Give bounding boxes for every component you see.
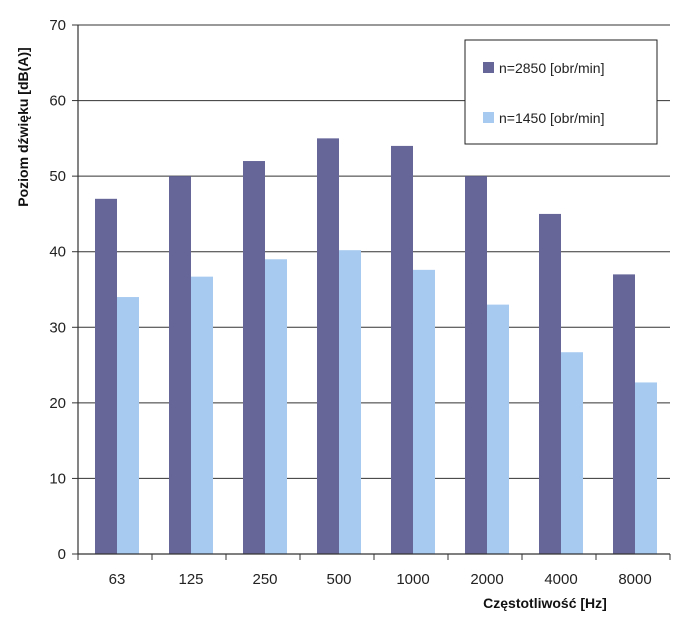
bar-n2850-1000 xyxy=(391,145,413,554)
bar-n1450-63 xyxy=(117,297,139,554)
x-tick-label-1000: 1000 xyxy=(396,571,429,588)
bar-n1450-250 xyxy=(265,259,287,554)
bar-n2850-4000 xyxy=(539,213,561,554)
x-tick-label-2000: 2000 xyxy=(470,571,503,588)
x-tick-label-250: 250 xyxy=(252,571,277,588)
bar-n2850-63 xyxy=(95,198,117,555)
bar-series xyxy=(95,138,657,555)
bar-n2850-500 xyxy=(317,138,339,554)
bar-n1450-4000 xyxy=(561,352,583,554)
y-tick-label-70: 70 xyxy=(49,17,66,34)
legend-box xyxy=(464,39,658,145)
bar-n1450-8000 xyxy=(635,382,657,554)
legend-swatch-n2850 xyxy=(483,62,494,73)
tick-labels: 0 10 20 30 40 50 60 70 63 125 250 500 1000 2000 4000 80… xyxy=(49,17,651,588)
bar-n1450-2000 xyxy=(487,304,509,554)
y-tick-label-0: 0 xyxy=(58,546,66,563)
bar-n2850-125 xyxy=(169,176,191,554)
bar-n2850-250 xyxy=(243,161,265,554)
x-tick-label-125: 125 xyxy=(178,571,203,588)
legend-label-n1450: n=1450 [obr/min] xyxy=(499,110,604,126)
bar-n2850-2000 xyxy=(465,176,487,554)
y-tick-label-60: 60 xyxy=(49,93,66,110)
axes xyxy=(72,24,671,560)
y-tick-label-40: 40 xyxy=(49,244,66,261)
y-tick-label-20: 20 xyxy=(49,395,66,412)
bar-n2850-8000 xyxy=(613,274,635,554)
x-tick-label-63: 63 xyxy=(109,571,126,588)
legend-label-n2850: n=2850 [obr/min] xyxy=(499,60,604,76)
y-tick-label-10: 10 xyxy=(49,470,66,487)
legend-swatch-n1450 xyxy=(483,112,494,123)
x-tick-label-500: 500 xyxy=(326,571,351,588)
legend: n=2850 [obr/min] n=1450 [obr/min] xyxy=(464,39,658,145)
x-axis-title: Częstotliwość [Hz] xyxy=(483,595,607,611)
y-tick-label-50: 50 xyxy=(49,168,66,185)
x-tick-label-4000: 4000 xyxy=(544,571,577,588)
y-axis-title: Poziom dźwięku [dB(A)] xyxy=(15,47,31,206)
bar-n1450-1000 xyxy=(413,269,435,554)
bar-n1450-500 xyxy=(339,250,361,554)
x-tick-label-8000: 8000 xyxy=(618,571,651,588)
y-tick-label-30: 30 xyxy=(49,319,66,336)
bar-n1450-125 xyxy=(191,276,213,554)
